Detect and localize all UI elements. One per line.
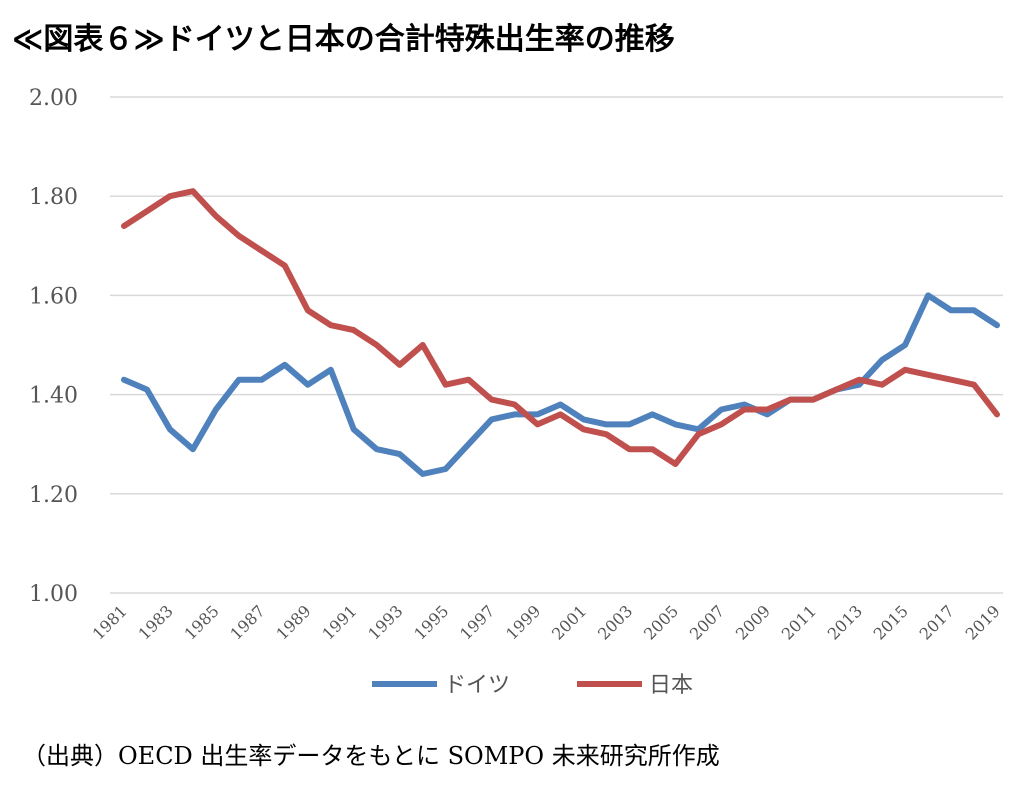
x-axis-ticks: 1981 1983 1985 1987 1989 1991 1993 1995 1997 1999…: [89, 601, 1004, 643]
x-tick-label: 1999: [502, 601, 544, 643]
legend: ドイツ 日本: [372, 673, 693, 698]
x-tick-label: 1987: [226, 601, 268, 643]
legend-label: 日本: [649, 673, 693, 698]
x-tick-label: 2005: [640, 601, 682, 643]
y-tick-label: 2.00: [29, 86, 78, 111]
x-tick-label: 2001: [548, 601, 590, 643]
legend-label: ドイツ: [444, 673, 510, 698]
grid: [110, 96, 1003, 594]
x-tick-label: 1989: [272, 601, 314, 643]
series-line-japan: [121, 188, 1000, 467]
chart-title: ≪図表６≫ドイツと日本の合計特殊出生率の推移: [12, 22, 675, 57]
x-tick-label: 1993: [364, 601, 406, 643]
series-lines: [121, 188, 1000, 477]
x-tick-label: 2011: [778, 601, 820, 643]
x-tick-label: 1985: [180, 601, 222, 643]
y-tick-label: 1.00: [29, 582, 78, 607]
x-tick-label: 1995: [410, 601, 452, 643]
x-tick-label: 1983: [135, 601, 177, 643]
line-chart: 1.001.201.401.601.802.00 1981 1983 1985 198…: [29, 86, 1004, 698]
x-tick-label: 1997: [456, 601, 498, 643]
x-tick-label: 2013: [824, 601, 866, 643]
x-tick-label: 1991: [318, 601, 360, 643]
y-tick-label: 1.20: [29, 483, 78, 508]
x-tick-label: 2007: [686, 601, 728, 643]
y-tick-label: 1.80: [29, 185, 78, 210]
x-tick-label: 1981: [89, 601, 131, 643]
source-note: （出典）OECD 出生率データをもとに SOMPO 未来研究所作成: [22, 742, 720, 770]
x-tick-label: 2017: [916, 601, 958, 643]
series-line-germany: [121, 292, 1000, 477]
x-tick-label: 2009: [732, 601, 774, 643]
x-tick-label: 2003: [594, 601, 636, 643]
x-tick-label: 2015: [870, 601, 912, 643]
legend-item-germany: ドイツ: [372, 673, 510, 698]
y-axis-ticks: 1.00 1.20 1.40 1.60 1.80 2.00: [29, 86, 78, 607]
y-tick-label: 1.60: [29, 284, 78, 309]
x-tick-label: 2019: [962, 601, 1004, 643]
legend-item-japan: 日本: [577, 673, 693, 698]
y-tick-label: 1.40: [29, 384, 78, 409]
